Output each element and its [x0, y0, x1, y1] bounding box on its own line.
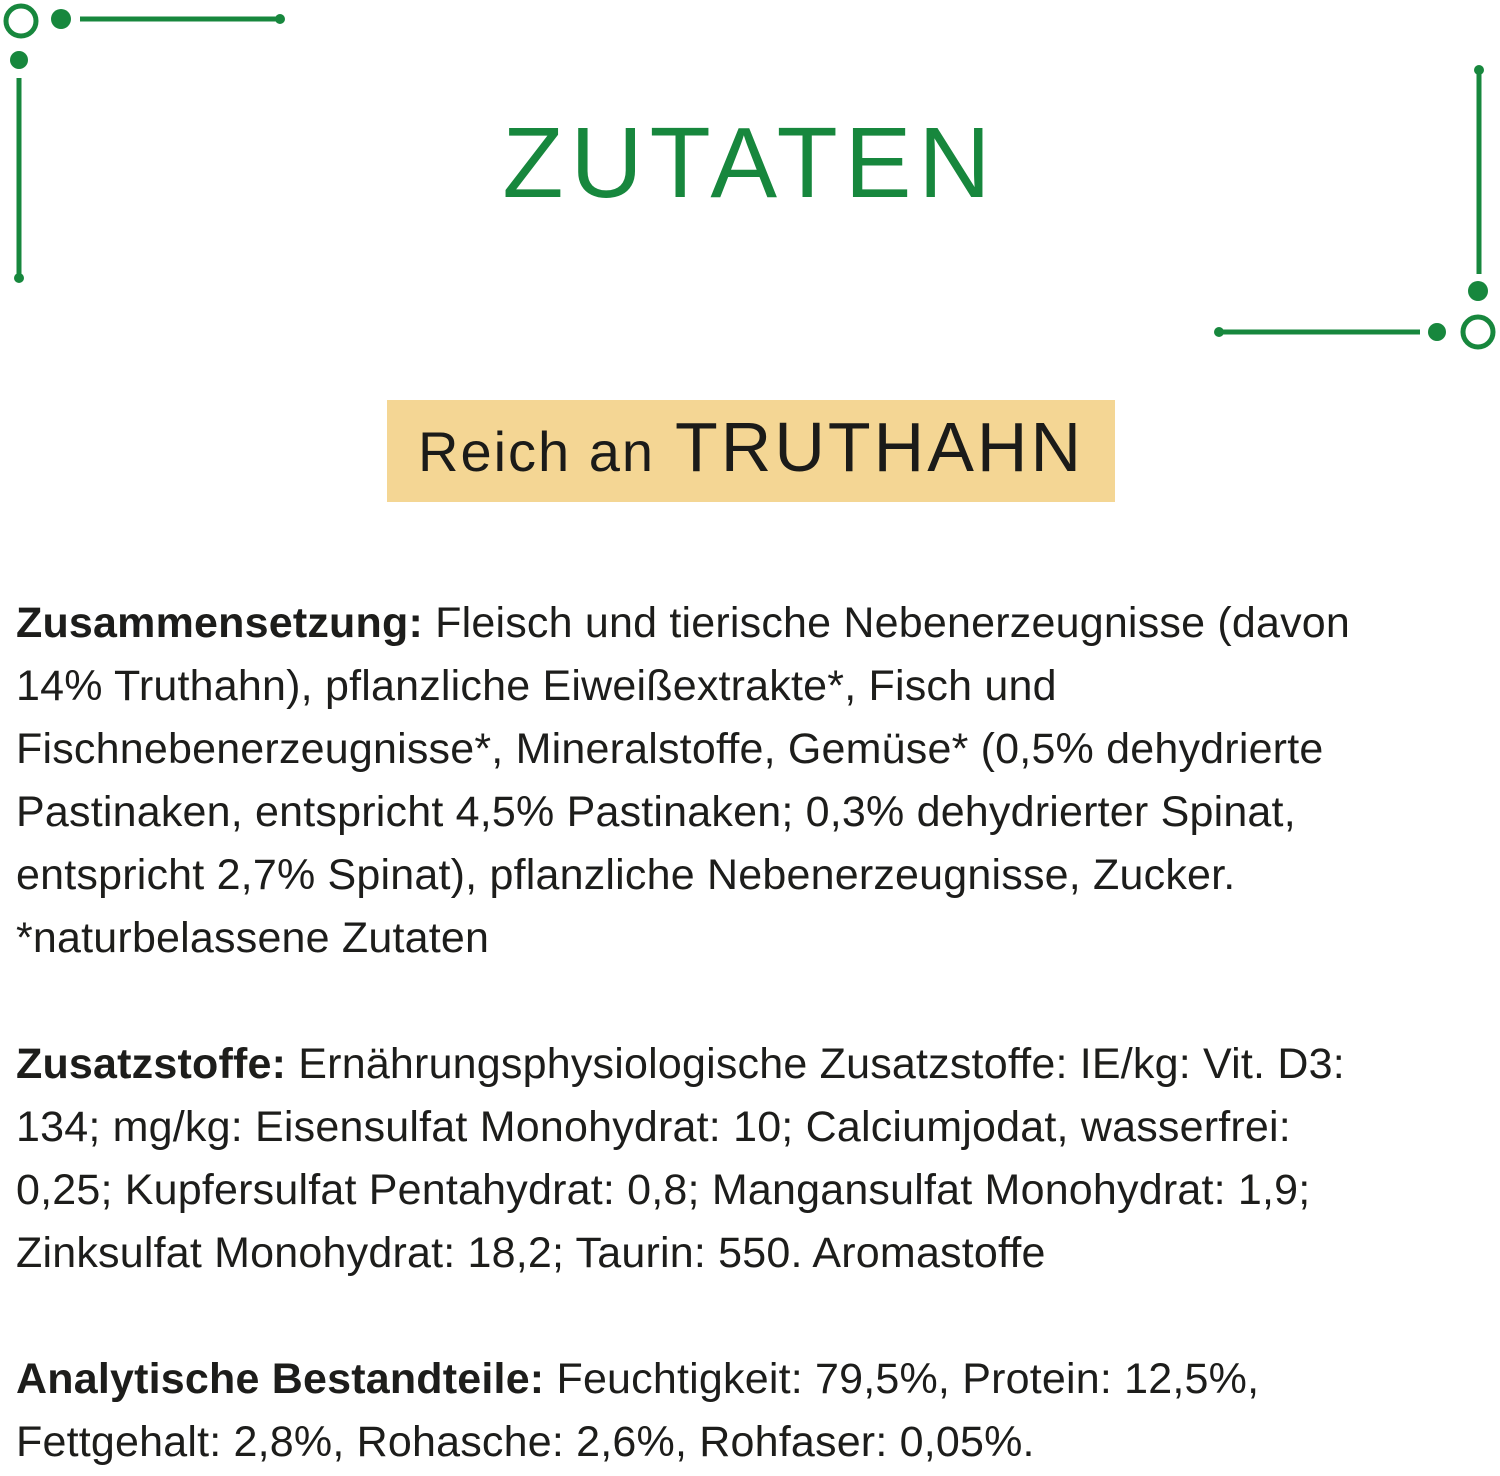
composition-label: Zusammensetzung: — [16, 599, 423, 647]
text-segment: Feuchtigkeit: 79,5%, Protein: 12,5%, — [544, 1355, 1260, 1403]
ingredients-text: Zusammensetzung: Fleisch und tierische N… — [16, 592, 1486, 1474]
text-line: Fettgehalt: 2,8%, Rohasche: 2,6%, Rohfas… — [16, 1418, 1035, 1466]
highlight-prefix-text: Reich an — [418, 420, 656, 483]
text-line: 134; mg/kg: Eisensulfat Monohydrat: 10; … — [16, 1103, 1291, 1151]
page-title: ZUTATEN — [502, 107, 998, 219]
text-line: 14% Truthahn), pflanzliche Eiweißextrakt… — [16, 662, 1057, 710]
text-line: *naturbelassene Zutaten — [16, 914, 490, 962]
text-line: Pastinaken, entspricht 4,5% Pastinaken; … — [16, 788, 1296, 836]
highlight-emphasis-text: TRUTHAHN — [675, 408, 1084, 486]
composition-paragraph: Zusammensetzung: Fleisch und tierische N… — [16, 592, 1486, 970]
analytical-label: Analytische Bestandteile: — [16, 1355, 545, 1403]
text-line: 0,25; Kupfersulfat Pentahydrat: 0,8; Man… — [16, 1166, 1311, 1214]
additives-paragraph: Zusatzstoffe: Ernährungsphysiologische Z… — [16, 1033, 1486, 1285]
text-line: Zusatzstoffe: Ernährungsphysiologische Z… — [16, 1033, 1486, 1096]
additives-label: Zusatzstoffe: — [16, 1040, 287, 1088]
text-line: Fischnebenerzeugnisse*, Mineralstoffe, G… — [16, 725, 1324, 773]
text-line: Zusammensetzung: Fleisch und tierische N… — [16, 592, 1486, 655]
text-segment: Ernährungsphysiologische Zusatzstoffe: I… — [286, 1040, 1345, 1088]
highlight-banner: Reich an TRUTHAHN — [387, 400, 1115, 502]
analytical-paragraph: Analytische Bestandteile: Feuchtigkeit: … — [16, 1348, 1486, 1474]
text-line: Analytische Bestandteile: Feuchtigkeit: … — [16, 1348, 1486, 1411]
text-segment: Fleisch und tierische Nebenerzeugnisse (… — [422, 599, 1351, 647]
text-line: entspricht 2,7% Spinat), pflanzliche Neb… — [16, 851, 1236, 899]
text-line: Zinksulfat Monohydrat: 18,2; Taurin: 550… — [16, 1229, 1046, 1277]
